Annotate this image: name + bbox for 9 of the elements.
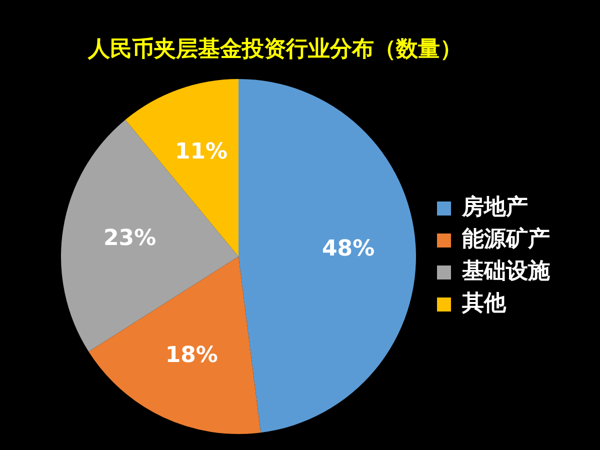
legend-label: 其他 [461, 291, 507, 316]
data-label: 18% [165, 342, 218, 368]
legend-label: 基础设施 [461, 259, 550, 284]
chart-title: 人民币夹层基金投资行业分布（数量） [86, 36, 463, 64]
legend-label: 房地产 [461, 194, 528, 220]
data-label: 48% [322, 236, 375, 262]
data-label: 23% [103, 226, 156, 252]
data-label: 11% [174, 140, 228, 165]
legend-label: 能源矿产 [462, 226, 550, 252]
